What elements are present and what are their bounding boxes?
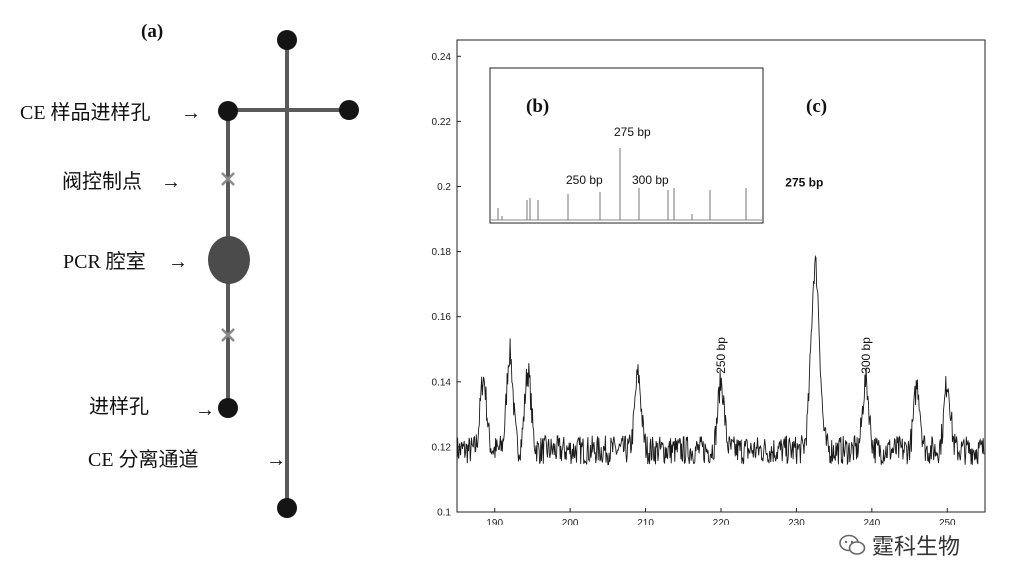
arrow-valve-point: → (161, 171, 181, 193)
arrow-ce-sample-inlet: → (181, 102, 201, 124)
y-tick-label: 0.22 (432, 117, 452, 128)
y-tick-label: 0.18 (432, 247, 452, 258)
label-ce-channel: CE 分离通道 (88, 448, 199, 471)
valve-marker-lower (221, 328, 235, 342)
x-axis-ticks: 190 200 210 220 230 240 250 (486, 508, 956, 525)
label-inlet: 进样孔 (89, 395, 149, 418)
panel-label-b: (b) (526, 96, 549, 117)
x-tick-label: 210 (637, 518, 654, 525)
inset-frame (489, 67, 764, 224)
chat-bubble-icon (839, 534, 866, 555)
arrow-inlet: → (195, 399, 215, 421)
top-reservoir (277, 30, 297, 50)
inset-label-250: 250 bp (566, 173, 603, 187)
inset-label-300: 300 bp (632, 173, 669, 187)
inlet-reservoir (218, 398, 238, 418)
x-tick-label: 240 (864, 518, 881, 525)
arrow-ce-channel: → (266, 449, 286, 471)
peak-label-300: 300 bp (859, 337, 873, 374)
chip-diagram: (a) CE 样品进样孔 → 阀控制点 → PCR 腔室 → 进样孔 → CE … (20, 21, 359, 518)
inset-trace (491, 148, 762, 221)
y-tick-label: 0.1 (437, 508, 451, 519)
y-tick-label: 0.14 (432, 377, 452, 388)
pcr-chamber (208, 236, 250, 284)
peak-label-250: 250 bp (714, 337, 728, 374)
ce-sample-inlet-reservoir (218, 101, 238, 121)
label-valve-point: 阀控制点 (62, 170, 142, 193)
peak-labels: 250 bp 275 bp 300 bp (714, 175, 873, 373)
bottom-reservoir (277, 498, 297, 518)
label-pcr-chamber: PCR 腔室 (63, 250, 146, 273)
peak-label-275: 275 bp (785, 175, 823, 189)
valve-marker-upper (221, 172, 235, 186)
right-reservoir (339, 100, 359, 120)
inset-panel-b: (b) 275 bp 250 bp 300 bp (489, 67, 764, 224)
inset-label-275: 275 bp (614, 125, 651, 139)
electropherogram-chart: 0.1 0.12 0.14 0.16 0.18 0.2 0.22 0.24 190 200 210… (432, 39, 986, 525)
x-tick-label: 200 (562, 518, 579, 525)
y-tick-label: 0.24 (432, 52, 452, 63)
panel-label-a: (a) (141, 21, 163, 42)
signal-trace (456, 254, 985, 466)
x-tick-label: 230 (788, 518, 805, 525)
watermark-text: 霆科生物 (872, 535, 961, 560)
x-tick-label: 190 (486, 518, 503, 525)
arrow-pcr-chamber: → (168, 251, 188, 273)
label-ce-sample-inlet: CE 样品进样孔 (20, 101, 151, 124)
panel-label-c: (c) (806, 96, 827, 117)
x-tick-label: 250 (939, 518, 956, 525)
y-tick-label: 0.12 (432, 442, 452, 453)
x-tick-label: 220 (713, 518, 730, 525)
y-tick-label: 0.16 (432, 312, 452, 323)
y-tick-label: 0.2 (437, 182, 451, 193)
watermark: 霆科生物 (838, 530, 1008, 560)
y-axis-ticks: 0.1 0.12 0.14 0.16 0.18 0.2 0.22 0.24 (432, 52, 461, 519)
